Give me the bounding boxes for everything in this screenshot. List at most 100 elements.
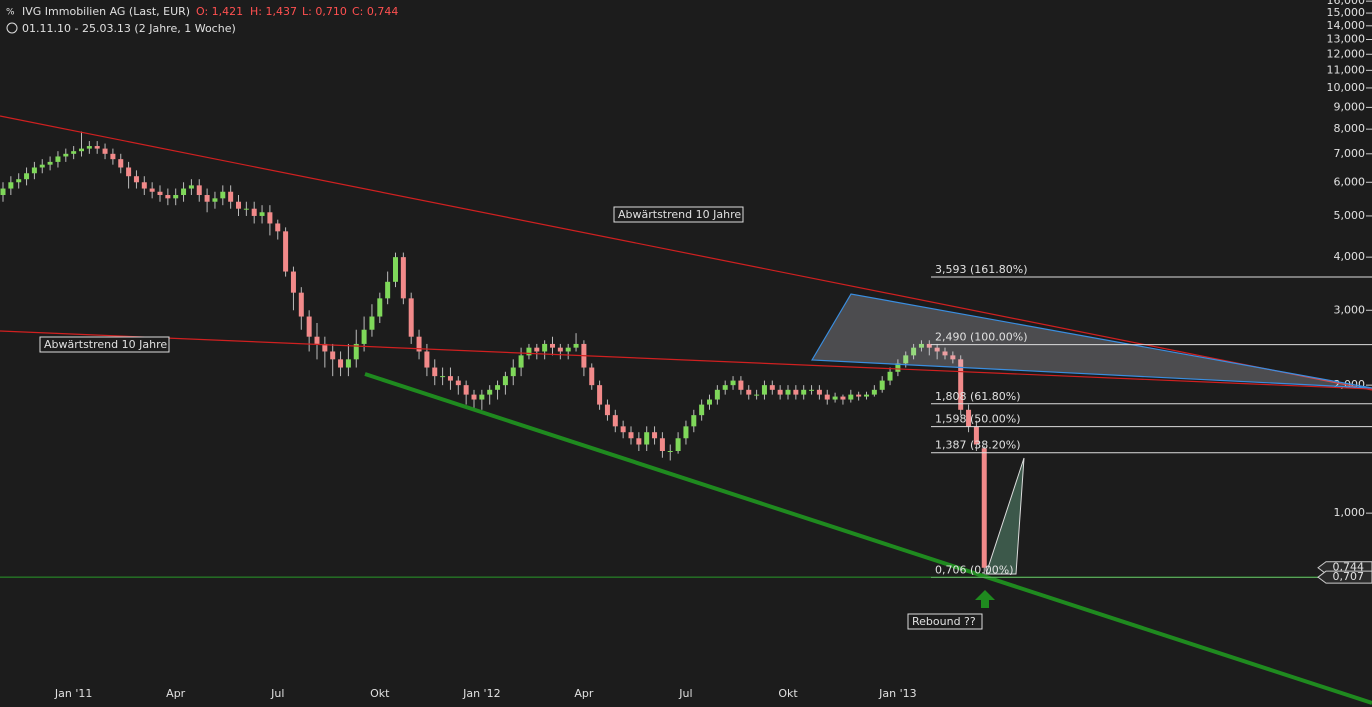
candle-body [361, 329, 367, 344]
candle-body [699, 404, 705, 416]
annotation: Rebound ?? [912, 615, 976, 628]
candle-body [94, 146, 100, 149]
candle-body [730, 380, 736, 386]
candle-body [495, 385, 501, 390]
candle-body [589, 367, 595, 386]
candle-body [934, 347, 940, 352]
candle-body [102, 148, 108, 154]
candle-body [251, 208, 257, 216]
candle-body [157, 191, 163, 196]
candle-body [259, 212, 265, 216]
candle-body [39, 164, 45, 168]
candle-body [31, 167, 37, 174]
candle-body [290, 271, 296, 293]
candle-body [887, 371, 893, 381]
candle-body [879, 380, 885, 390]
fib-label: 2,490 (100.00%) [935, 331, 1028, 344]
candle-body [149, 188, 155, 192]
candle-body [432, 367, 438, 377]
candle-body [714, 389, 720, 400]
candle-body [338, 359, 344, 368]
y-tick-label: 6,000 [1334, 175, 1366, 188]
candle-body [557, 347, 563, 352]
y-tick-label: 11,000 [1327, 63, 1366, 76]
candle-body [55, 156, 61, 162]
candle-body [534, 347, 540, 352]
candle-body [212, 198, 218, 202]
candle-body [236, 201, 241, 209]
candle-body [298, 292, 304, 317]
annotation-box [39, 336, 170, 353]
annotation-box [907, 613, 983, 630]
x-tick-label: Jan '12 [462, 687, 500, 700]
candle-body [393, 257, 398, 282]
y-tick-label: 7,000 [1334, 147, 1366, 160]
candle-body [165, 195, 171, 199]
candle-body [793, 389, 799, 395]
arrow-up [975, 590, 995, 608]
candle-body [330, 351, 336, 360]
candle-body [738, 380, 744, 390]
candle-body [267, 212, 273, 224]
x-tick-label: Okt [370, 687, 390, 700]
candle-body [777, 389, 783, 395]
candle-body [471, 394, 477, 400]
candle-body [848, 394, 854, 400]
candle-body [181, 188, 187, 196]
candle-body [377, 298, 383, 317]
x-tick-label: Jan '13 [878, 687, 916, 700]
candle-body [487, 389, 493, 395]
candle-body [0, 188, 6, 196]
candle-body [573, 343, 579, 348]
support-line [364, 372, 1372, 705]
candle-body [71, 151, 77, 154]
candle-body [542, 343, 548, 352]
price-tag-label: 0,707 [1333, 570, 1365, 583]
candle-body [966, 409, 972, 427]
candle-body [518, 355, 524, 368]
candle-body [188, 185, 194, 189]
candle-body [118, 159, 124, 168]
candle-body [754, 394, 760, 396]
candle-body [345, 359, 351, 368]
trend-line [0, 115, 1372, 391]
candle-body [283, 231, 289, 272]
candle-body [895, 363, 901, 372]
candle-body [424, 351, 430, 368]
candle-body [746, 389, 752, 395]
clock-icon [6, 22, 18, 34]
trend-line [0, 330, 1372, 390]
x-tick-label: Apr [574, 687, 594, 700]
price-tag-label: 0,744 [1333, 561, 1365, 574]
candle-body [243, 208, 249, 210]
y-tick-label: 8,000 [1334, 122, 1366, 135]
annotation-box [613, 206, 744, 223]
candle-body [353, 343, 359, 360]
candle-body [958, 359, 964, 410]
y-tick-label: 3,000 [1334, 303, 1366, 316]
candle-body [416, 336, 422, 352]
candle-body [440, 376, 446, 378]
candle-body [314, 336, 320, 344]
candle-body [126, 167, 132, 177]
y-tick-label: 15,000 [1327, 6, 1366, 19]
candle-body [769, 385, 775, 390]
price-tag [1317, 570, 1372, 584]
x-tick-label: Jul [270, 687, 284, 700]
candle-body [24, 173, 30, 180]
candle-body [455, 380, 461, 386]
x-tick-label: Okt [778, 687, 798, 700]
fib-label: 3,593 (161.80%) [935, 263, 1028, 276]
candle-body [903, 355, 909, 364]
annotation: Abwärtstrend 10 Jahre [618, 208, 741, 221]
candle-body [644, 432, 650, 445]
header-value: C: 0,744 [352, 5, 398, 18]
candle-body [400, 257, 406, 299]
candle-body [809, 389, 815, 391]
candle-body [942, 351, 948, 356]
candle-body [565, 347, 571, 352]
candle-body [220, 191, 226, 199]
candle-body [86, 146, 92, 149]
